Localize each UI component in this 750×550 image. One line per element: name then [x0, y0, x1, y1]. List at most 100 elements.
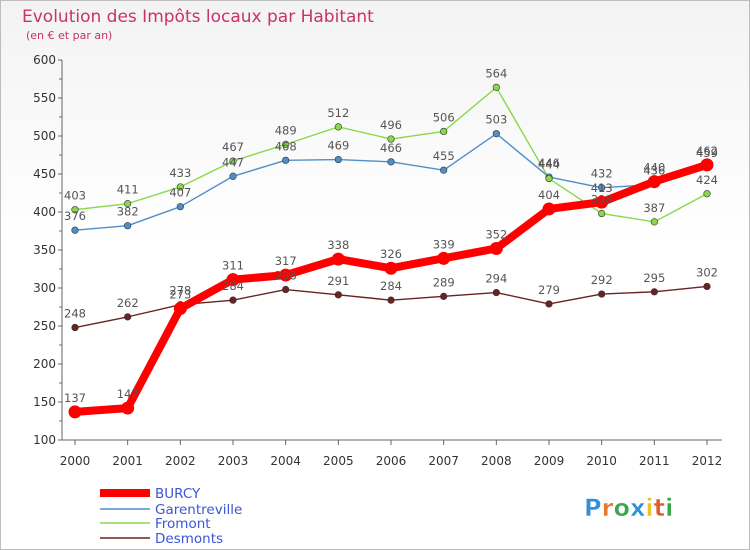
proxiti-logo: Proxiti — [584, 494, 674, 523]
data-point-desmonts — [71, 323, 79, 332]
data-label-desmonts: 295 — [643, 271, 665, 285]
y-tick-label: 300 — [33, 281, 56, 295]
data-point-burcy — [647, 175, 661, 189]
data-point-fromont — [282, 140, 290, 148]
data-point-desmonts — [703, 282, 711, 291]
x-tick-label: 2005 — [323, 454, 354, 468]
data-point-burcy — [595, 195, 609, 209]
data-label-desmonts: 279 — [538, 283, 560, 297]
data-label-garentreville: 382 — [117, 205, 139, 219]
data-label-garentreville: 469 — [327, 139, 349, 153]
y-tick-label: 200 — [33, 357, 56, 371]
x-tick-label: 2002 — [165, 454, 196, 468]
data-point-garentreville — [334, 155, 342, 164]
data-point-garentreville — [387, 158, 395, 166]
data-point-burcy — [489, 241, 503, 255]
data-label-burcy: 339 — [433, 237, 455, 251]
data-label-burcy: 317 — [275, 254, 297, 268]
data-label-desmonts: 294 — [485, 272, 507, 286]
data-label-garentreville: 468 — [275, 139, 297, 153]
data-label-garentreville: 446 — [538, 156, 560, 170]
data-point-fromont — [598, 209, 606, 218]
data-label-burcy: 311 — [222, 259, 244, 273]
data-label-burcy: 440 — [643, 161, 665, 175]
data-point-fromont — [229, 157, 237, 165]
data-label-desmonts: 292 — [591, 273, 613, 287]
x-tick-label: 2010 — [586, 454, 617, 468]
legend-label-desmonts: Desmonts — [155, 531, 223, 547]
data-point-fromont — [650, 218, 658, 226]
data-point-desmonts — [545, 300, 553, 308]
x-tick-label: 2001 — [112, 454, 143, 468]
logo-letter: x — [630, 494, 646, 522]
data-point-fromont — [703, 190, 711, 198]
data-point-fromont — [440, 127, 448, 136]
data-label-fromont: 424 — [696, 173, 718, 187]
data-point-burcy — [437, 251, 451, 265]
data-label-garentreville: 466 — [380, 141, 402, 155]
data-point-garentreville — [176, 203, 184, 211]
data-point-burcy — [384, 261, 398, 275]
data-point-fromont — [492, 83, 500, 91]
data-label-fromont: 398 — [591, 193, 613, 207]
data-point-fromont — [387, 135, 395, 143]
data-label-fromont: 489 — [275, 123, 297, 137]
y-tick-label: 500 — [33, 129, 56, 143]
y-tick-label: 100 — [33, 433, 56, 447]
data-point-desmonts — [334, 291, 342, 299]
x-axis-ticks: 2000 2001 2002 2003 2004 2005 2006 2007 2008 2009… — [60, 440, 722, 468]
data-label-burcy: 338 — [327, 238, 349, 252]
data-label-desmonts: 248 — [64, 307, 86, 321]
data-point-desmonts — [598, 290, 606, 298]
data-point-fromont — [71, 206, 79, 214]
y-tick-label: 400 — [33, 205, 56, 219]
logo-letter: i — [665, 494, 673, 522]
data-point-desmonts — [124, 313, 132, 321]
x-tick-label: 2003 — [218, 454, 249, 468]
data-label-garentreville: 503 — [485, 113, 507, 127]
series-points — [68, 83, 714, 419]
data-label-burcy: 404 — [538, 188, 560, 202]
chart-subtitle: (en € et par an) — [26, 29, 112, 42]
y-tick-label: 600 — [33, 53, 56, 67]
data-point-fromont — [176, 183, 184, 191]
logo-letter: P — [584, 494, 602, 522]
data-label-garentreville: 447 — [222, 155, 244, 169]
legend-label-fromont: Fromont — [155, 516, 211, 532]
data-labels: 137 142 273 311 317 338 326 339 352 404 413 440 462 3… — [64, 66, 718, 405]
data-point-desmonts — [650, 288, 658, 296]
data-label-desmonts: 302 — [696, 265, 718, 279]
data-label-desmonts: 291 — [327, 274, 349, 288]
data-label-burcy: 413 — [591, 181, 613, 195]
data-point-burcy — [279, 268, 293, 282]
data-label-fromont: 433 — [169, 166, 191, 180]
data-label-desmonts: 284 — [380, 279, 402, 293]
data-label-burcy: 462 — [696, 144, 718, 158]
data-label-desmonts: 278 — [169, 284, 191, 298]
data-label-fromont: 403 — [64, 189, 86, 203]
data-label-garentreville: 459 — [696, 146, 718, 160]
data-point-burcy — [226, 273, 240, 287]
x-tick-label: 2009 — [534, 454, 565, 468]
data-point-garentreville — [440, 166, 448, 174]
logo-text: Proxiti — [584, 494, 673, 522]
data-label-fromont: 444 — [538, 158, 560, 172]
data-label-fromont: 564 — [485, 66, 507, 80]
data-point-desmonts — [492, 288, 500, 297]
x-tick-label: 2008 — [481, 454, 512, 468]
y-tick-label: 350 — [33, 243, 56, 257]
logo-letter: o — [613, 494, 630, 522]
data-point-garentreville — [124, 222, 132, 230]
data-point-burcy — [173, 302, 187, 316]
data-point-burcy — [68, 405, 82, 419]
data-point-fromont — [334, 123, 342, 131]
y-tick-label: 150 — [33, 395, 56, 409]
data-label-burcy: 273 — [169, 288, 191, 302]
data-label-burcy: 142 — [117, 387, 139, 401]
data-label-fromont: 512 — [327, 106, 349, 120]
legend-label-garentreville: Garentreville — [155, 502, 242, 518]
data-point-desmonts — [440, 292, 448, 300]
data-label-garentreville: 455 — [433, 149, 455, 163]
